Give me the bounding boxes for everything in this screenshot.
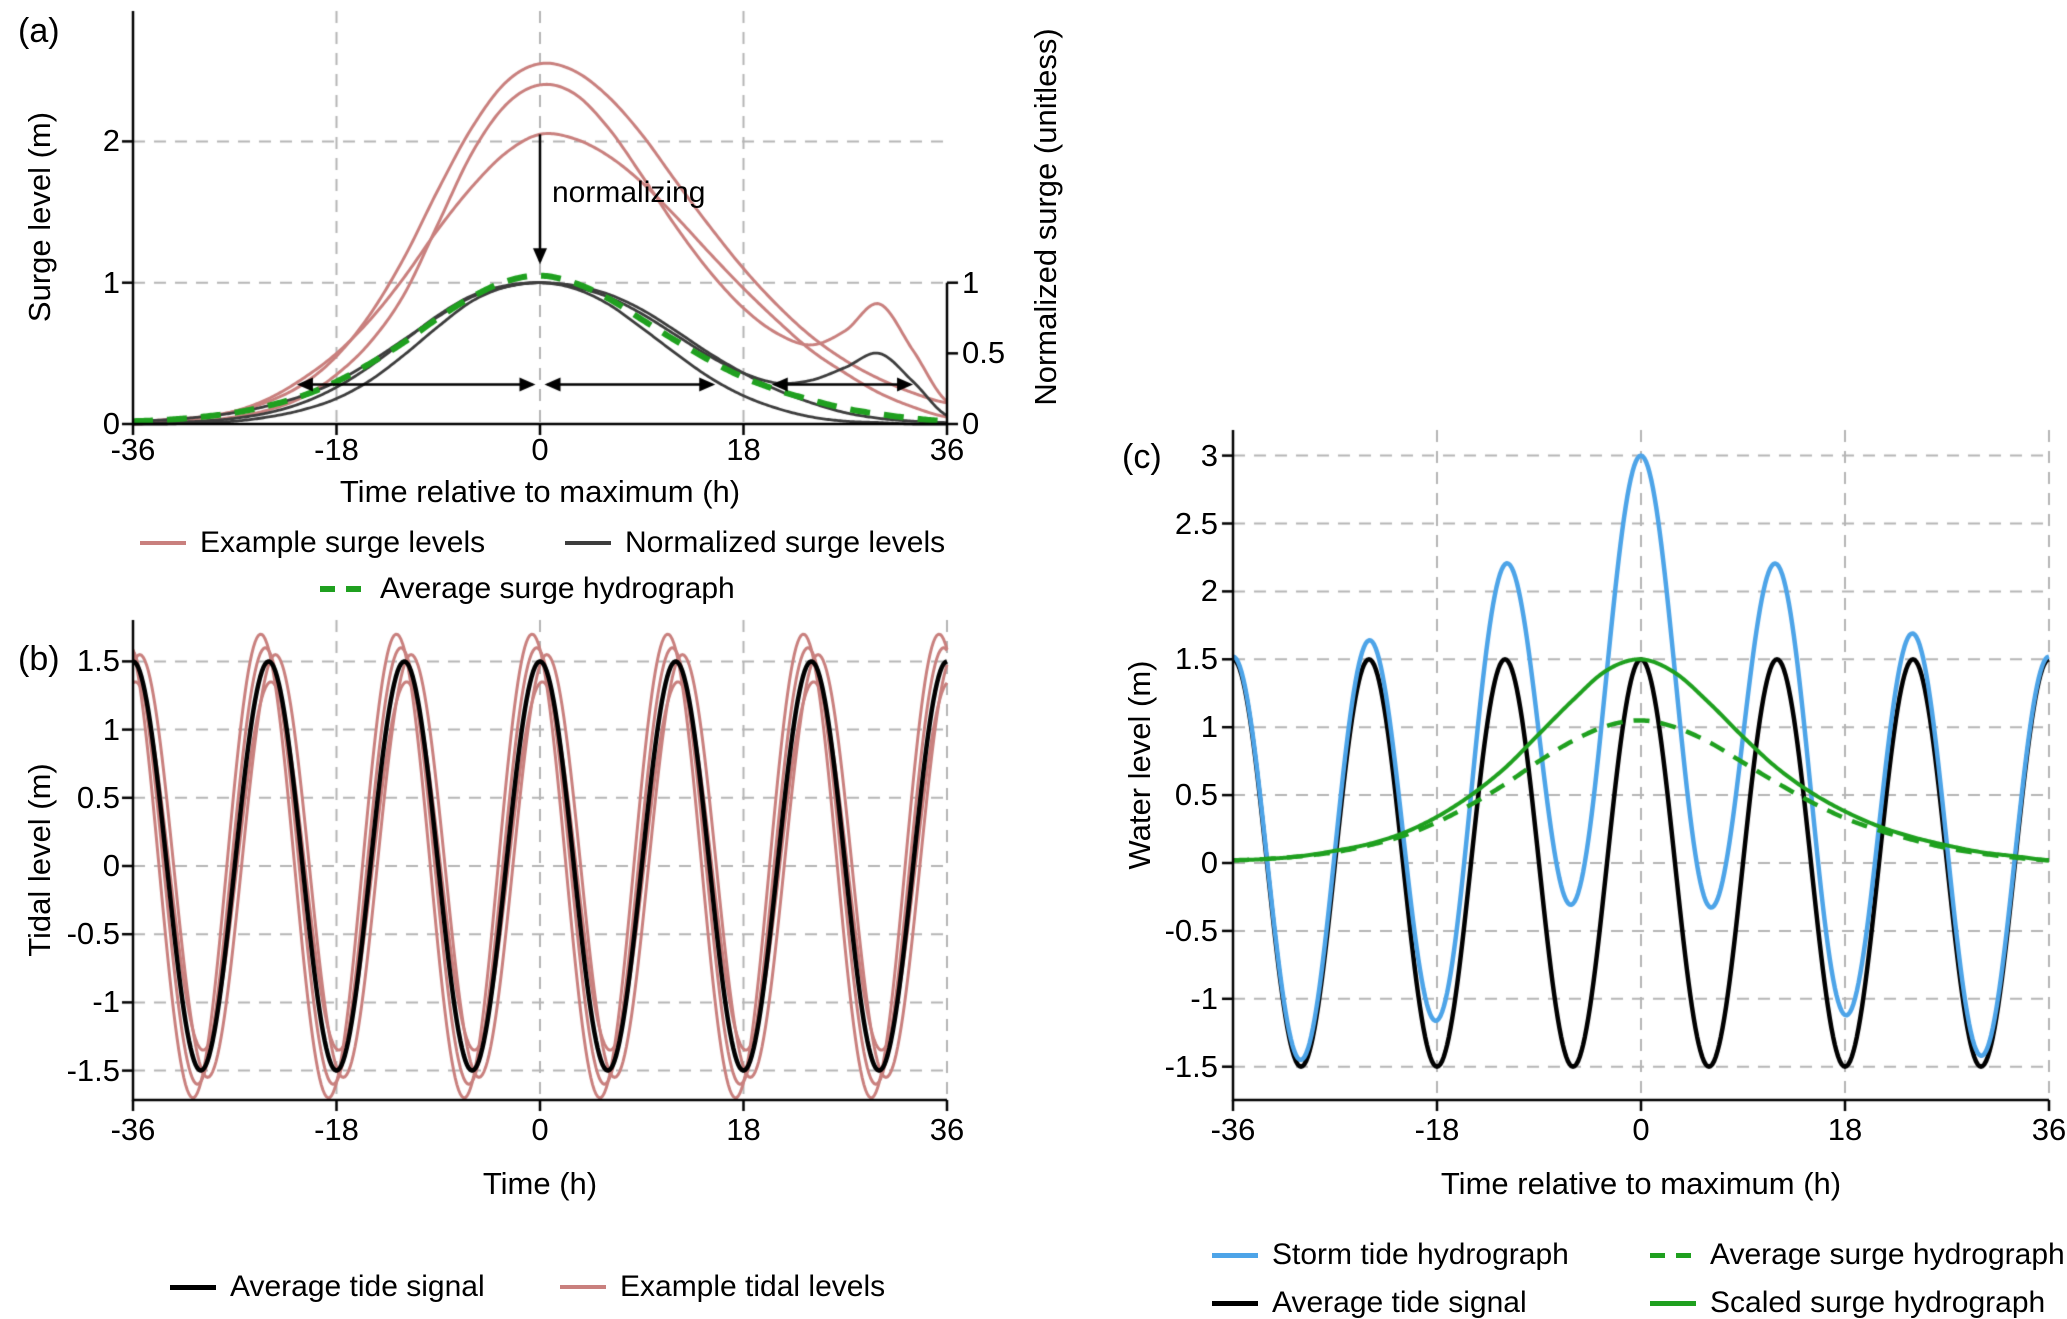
panel-c-y-tick-label: 1.5 bbox=[1174, 641, 1218, 677]
legend-line-normalized-surge-icon bbox=[565, 541, 611, 545]
panel-b-y-tick-label: 1.5 bbox=[76, 643, 120, 679]
panel-a-y-tick-label: 2 bbox=[102, 123, 120, 159]
panel-a-y-tick-label: 0 bbox=[102, 406, 120, 441]
panel-b-y-tick-label: 0 bbox=[102, 848, 120, 883]
legend-item-scaled-surge-hydrograph: Scaled surge hydrograph bbox=[1650, 1286, 2045, 1319]
legend-label-example-surge: Example surge levels bbox=[200, 526, 486, 559]
legend-item-average-surge-hydrograph-a: Average surge hydrograph bbox=[320, 572, 735, 606]
panel-a-x-tick-label: -18 bbox=[314, 432, 359, 467]
panel-a-x-tick-label: -36 bbox=[110, 432, 156, 467]
legend-line-average-tide-icon bbox=[170, 1284, 216, 1290]
legend-line-example-tidal-icon bbox=[560, 1285, 606, 1289]
panel-c-y-tick-label: -1 bbox=[1190, 980, 1218, 1016]
panel-a-x-tick-label: 18 bbox=[726, 432, 761, 467]
legend-label-average-surge: Average surge hydrograph bbox=[380, 572, 735, 605]
legend-item-example-tidal-levels: Example tidal levels bbox=[560, 1270, 885, 1304]
legend-line-storm-tide-icon bbox=[1212, 1252, 1258, 1258]
legend-item-average-tide-signal-b: Average tide signal bbox=[170, 1270, 485, 1304]
panel-c-x-tick-label: 0 bbox=[1632, 1112, 1650, 1147]
legend-item-normalized-surge-levels: Normalized surge levels bbox=[565, 526, 945, 560]
panel-c-ylabel: Water level (m) bbox=[1122, 660, 1157, 870]
panel-a-xlabel: Time relative to maximum (h) bbox=[339, 474, 741, 509]
panel-c-y-tick-label: -0.5 bbox=[1164, 912, 1218, 948]
legend-item-example-surge-levels: Example surge levels bbox=[140, 526, 485, 560]
panel-c-y-tick-label: 0 bbox=[1200, 845, 1218, 880]
legend-label-scaled-surge: Scaled surge hydrograph bbox=[1710, 1286, 2046, 1319]
panel-b-y-tick-label: -1.5 bbox=[66, 1052, 120, 1088]
panel-c-letter: (c) bbox=[1122, 438, 1162, 476]
legend-line-average-surge-c-icon bbox=[1650, 1252, 1696, 1258]
legend-label-example-tidal: Example tidal levels bbox=[620, 1270, 886, 1303]
panel-b-x-tick-label: 36 bbox=[929, 1112, 965, 1147]
panel-c-y-tick-label: -1.5 bbox=[1164, 1048, 1218, 1084]
panel-b-y-tick-label: 0.5 bbox=[76, 779, 120, 815]
panel-b-y-tick-label: -0.5 bbox=[66, 916, 120, 952]
legend-line-average-surge-icon bbox=[320, 586, 366, 592]
legend-label-average-surge-c: Average surge hydrograph bbox=[1710, 1238, 2065, 1271]
panel-b-y-tick-label: -1 bbox=[92, 984, 120, 1020]
legend-label-normalized-surge: Normalized surge levels bbox=[625, 526, 946, 559]
panel-b-xlabel: Time (h) bbox=[482, 1166, 598, 1201]
panel-b-x-tick-label: 0 bbox=[531, 1112, 549, 1147]
legend-item-average-tide-signal-c: Average tide signal bbox=[1212, 1286, 1527, 1319]
panel-c-x-tick-label: -36 bbox=[1210, 1112, 1256, 1147]
panel-c-x-tick-label: 18 bbox=[1827, 1112, 1863, 1147]
legend-line-scaled-surge-icon bbox=[1650, 1300, 1696, 1306]
legend-label-storm-tide: Storm tide hydrograph bbox=[1272, 1238, 1569, 1271]
panel-b-x-tick-label: -18 bbox=[314, 1112, 359, 1147]
panel-c-y-tick-label: 1 bbox=[1200, 709, 1218, 745]
panel-c-x-tick-label: -18 bbox=[1414, 1112, 1460, 1147]
panel-c-xlabel: Time relative to maximum (h) bbox=[1440, 1166, 1842, 1201]
panel-b-letter: (b) bbox=[18, 640, 60, 678]
normalizing-annotation: normalizing bbox=[552, 176, 706, 209]
panel-a-right-y-tick-label: 0 bbox=[962, 406, 980, 441]
panel-a-ylabel-right: Normalized surge (unitless) bbox=[1028, 28, 1063, 406]
legend-label-average-tide-b: Average tide signal bbox=[230, 1270, 485, 1303]
panel-b-y-tick-label: 1 bbox=[102, 711, 120, 747]
legend-item-storm-tide-hydrograph: Storm tide hydrograph bbox=[1212, 1238, 1569, 1272]
legend-item-average-surge-hydrograph-c: Average surge hydrograph bbox=[1650, 1238, 2065, 1272]
panel-b-x-tick-label: 18 bbox=[726, 1112, 761, 1147]
legend-line-example-surge-icon bbox=[140, 541, 186, 545]
panel-a-x-tick-label: 36 bbox=[929, 432, 965, 467]
panel-a-letter: (a) bbox=[18, 12, 60, 50]
panel-b-x-tick-label: -36 bbox=[110, 1112, 156, 1147]
panel-c-x-tick-label: 36 bbox=[2031, 1112, 2067, 1147]
panel-c-y-tick-label: 2.5 bbox=[1174, 505, 1218, 541]
panel-a-x-tick-label: 0 bbox=[531, 432, 549, 467]
legend-label-average-tide-c: Average tide signal bbox=[1272, 1286, 1527, 1319]
panel-a-right-y-tick-label: 0.5 bbox=[962, 335, 1006, 371]
panel-a-right-y-tick-label: 1 bbox=[962, 264, 980, 300]
panel-c-y-tick-label: 0.5 bbox=[1174, 777, 1218, 813]
panel-a-y-tick-label: 1 bbox=[102, 264, 120, 300]
panel-c-y-tick-label: 3 bbox=[1200, 437, 1218, 473]
legend-line-average-tide-c-icon bbox=[1212, 1300, 1258, 1306]
panel-c-y-tick-label: 2 bbox=[1200, 573, 1218, 609]
